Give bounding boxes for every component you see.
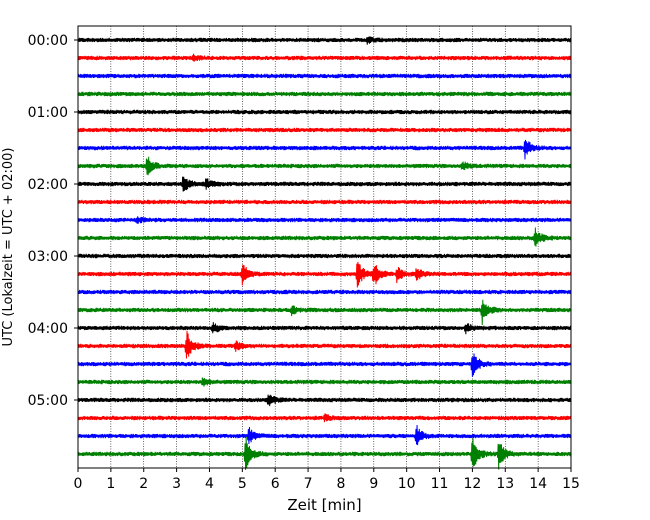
y-tick-label: 02:00: [28, 177, 68, 193]
x-tick-label: 1: [106, 476, 115, 492]
trace-0545: [77, 436, 572, 470]
y-tick-label: 04:00: [28, 321, 68, 337]
trace-0145: [77, 156, 572, 176]
x-tick-label: 2: [139, 476, 148, 492]
trace-0130: [77, 139, 572, 160]
y-axis-ticks: 00:00 01:00 02:00 03:00 04:00 05:00: [28, 33, 78, 409]
trace-0445: [77, 377, 572, 387]
trace-0500: [77, 394, 572, 407]
y-tick-label: 01:00: [28, 105, 68, 121]
x-tick-label: 3: [172, 476, 181, 492]
x-tick-label: 8: [336, 476, 345, 492]
trace-0300: [77, 253, 572, 259]
x-tick-label: 14: [529, 476, 547, 492]
trace-0115: [77, 126, 572, 134]
x-tick-label: 4: [205, 476, 214, 492]
y-tick-label: 03:00: [28, 249, 68, 265]
x-tick-label: 12: [463, 476, 481, 492]
trace-0515: [77, 413, 572, 423]
trace-0200: [77, 176, 572, 192]
y-tick-label: 00:00: [28, 33, 68, 49]
trace-0315: [77, 261, 572, 288]
trace-0430: [77, 353, 572, 377]
trace-0245: [77, 227, 572, 247]
trace-0415: [77, 330, 572, 359]
trace-0345: [77, 299, 572, 325]
x-axis-ticks: 0 1 2 3 4 5 6 7 8 9 10 11 12 13 14 15: [74, 468, 580, 492]
trace-0400: [77, 322, 572, 335]
x-tick-label: 5: [238, 476, 247, 492]
x-tick-label: 10: [398, 476, 416, 492]
y-axis-label: UTC (Lokalzeit = UTC + 02:00): [1, 148, 16, 347]
x-tick-label: 6: [271, 476, 280, 492]
x-tick-label: 0: [74, 476, 83, 492]
trace-0015: [77, 53, 572, 62]
seismogram-traces: [77, 36, 572, 470]
x-tick-label: 9: [369, 476, 378, 492]
trace-0030: [77, 73, 572, 79]
y-tick-label: 05:00: [28, 393, 68, 409]
x-tick-label: 7: [304, 476, 313, 492]
x-tick-label: 13: [496, 476, 514, 492]
trace-0330: [77, 288, 572, 296]
x-tick-label: 15: [562, 476, 580, 492]
trace-0215: [77, 199, 572, 205]
plot-frame: [77, 25, 572, 469]
x-axis-label: Zeit [min]: [287, 496, 361, 514]
trace-0230: [77, 216, 572, 224]
trace-0045: [77, 90, 572, 97]
trace-0530: [77, 424, 572, 446]
trace-0000: [77, 36, 572, 45]
vertical-gridlines: [110, 26, 539, 468]
trace-0100: [77, 109, 572, 116]
x-tick-label: 11: [431, 476, 449, 492]
